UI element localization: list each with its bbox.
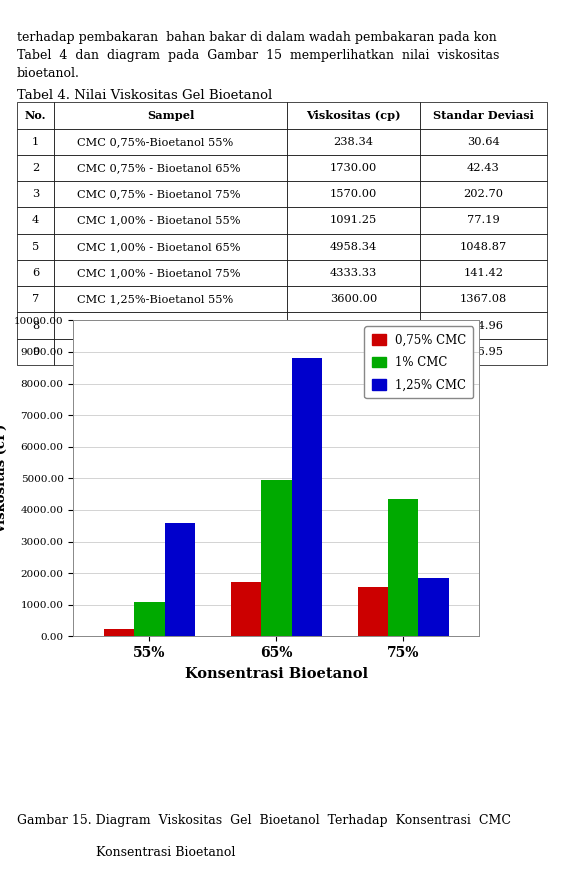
Bar: [231, 582, 261, 636]
Text: Tabel  4  dan  diagram  pada  Gambar  15  memperlihatkan  nilai  viskositas: Tabel 4 dan diagram pada Gambar 15 mempe…: [17, 49, 499, 62]
Bar: [165, 522, 195, 636]
Bar: [358, 587, 388, 636]
Bar: [261, 480, 292, 636]
Text: terhadap pembakaran  bahan bakar di dalam wadah pembakaran pada kon: terhadap pembakaran bahan bakar di dalam…: [17, 31, 497, 44]
Text: Konsentrasi Bioetanol: Konsentrasi Bioetanol: [96, 846, 235, 859]
Bar: [418, 578, 449, 636]
Bar: [292, 358, 322, 636]
X-axis label: Konsentrasi Bioetanol: Konsentrasi Bioetanol: [185, 667, 368, 681]
Legend: 0,75% CMC, 1% CMC, 1,25% CMC: 0,75% CMC, 1% CMC, 1,25% CMC: [364, 327, 474, 399]
Bar: [388, 499, 418, 636]
Bar: [104, 629, 134, 636]
Y-axis label: Viskositas (cP): Viskositas (cP): [0, 424, 8, 533]
Text: Tabel 4. Nilai Viskositas Gel Bioetanol: Tabel 4. Nilai Viskositas Gel Bioetanol: [17, 89, 272, 102]
Text: Gambar 15. Diagram  Viskositas  Gel  Bioetanol  Terhadap  Konsentrasi  CMC: Gambar 15. Diagram Viskositas Gel Bioeta…: [17, 814, 511, 828]
Bar: [134, 602, 165, 636]
Text: bioetanol.: bioetanol.: [17, 67, 80, 80]
